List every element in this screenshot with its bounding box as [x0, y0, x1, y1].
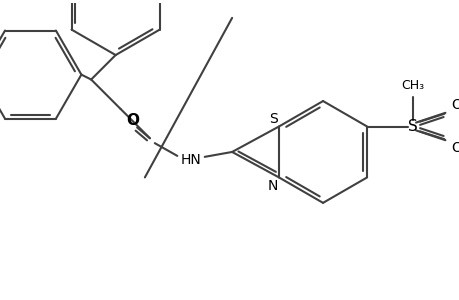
Text: O: O [451, 98, 459, 112]
Text: HN: HN [180, 153, 201, 167]
Text: S: S [268, 112, 277, 126]
Text: O: O [125, 113, 139, 128]
Text: N: N [267, 179, 278, 193]
Text: S: S [408, 119, 417, 134]
Text: CH₃: CH₃ [401, 79, 424, 92]
Text: O: O [451, 141, 459, 155]
